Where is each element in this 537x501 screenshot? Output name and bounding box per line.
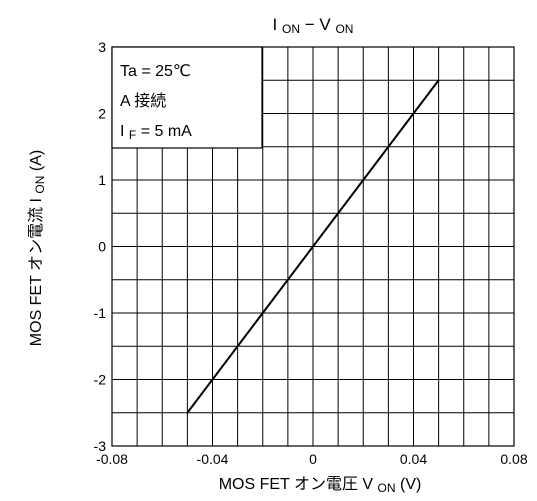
conditions-frame	[111, 46, 263, 149]
series-line	[186, 79, 440, 414]
x-tick-label: 0.08	[500, 451, 527, 467]
conditions-box: Ta = 25℃ A 接続 I F = 5 mA	[111, 46, 263, 149]
y-axis-label-subscript: ON	[33, 176, 47, 194]
y-tick-label: 3	[98, 39, 106, 55]
y-tick-label: -1	[94, 305, 107, 321]
x-tick-label: 0.04	[400, 451, 427, 467]
x-tick-label: 0	[309, 451, 317, 467]
condition-temperature: Ta = 25℃	[120, 63, 191, 80]
y-tick-label: 1	[98, 172, 106, 188]
y-tick-label: -2	[94, 372, 107, 388]
y-tick-labels: 3 2 1 0 -1 -2 -3	[94, 39, 107, 454]
title-current-symbol: I	[273, 15, 278, 34]
series-group	[186, 79, 440, 414]
y-axis-label: MOS FET オン電流 I ON (A)	[27, 150, 48, 346]
y-tick-label: 2	[98, 106, 106, 122]
title-voltage-symbol: V	[319, 15, 331, 34]
x-tick-label: -0.08	[96, 451, 128, 467]
y-tick-label: -3	[94, 438, 107, 454]
x-axis-label-subscript: ON	[378, 481, 396, 495]
x-axis-label: MOS FET オン電圧 V ON (V)	[219, 476, 422, 496]
y-axis-label-unit: (A)	[28, 150, 45, 171]
title-current-subscript: ON	[282, 22, 300, 36]
x-axis-label-unit: (V)	[400, 476, 421, 493]
title-voltage-subscript: ON	[335, 22, 353, 36]
y-axis-label-text: MOS FET オン電流 I	[27, 198, 45, 346]
chart-title: I ON − V ON	[273, 15, 354, 37]
condition-current-value: = 5 mA	[141, 123, 192, 140]
y-tick-label: 0	[98, 239, 106, 255]
x-axis-label-text: MOS FET オン電圧 V	[219, 476, 374, 493]
title-dash: −	[305, 15, 320, 34]
condition-current-subscript: F	[129, 128, 136, 142]
plot-frame	[111, 46, 515, 447]
x-tick-labels: -0.08 -0.04 0 0.04 0.08	[96, 451, 528, 467]
x-tick-label: -0.04	[197, 451, 229, 467]
condition-current-symbol: I	[120, 123, 124, 140]
condition-connection: A 接続	[120, 92, 166, 110]
condition-forward-current: I F = 5 mA	[120, 123, 192, 143]
